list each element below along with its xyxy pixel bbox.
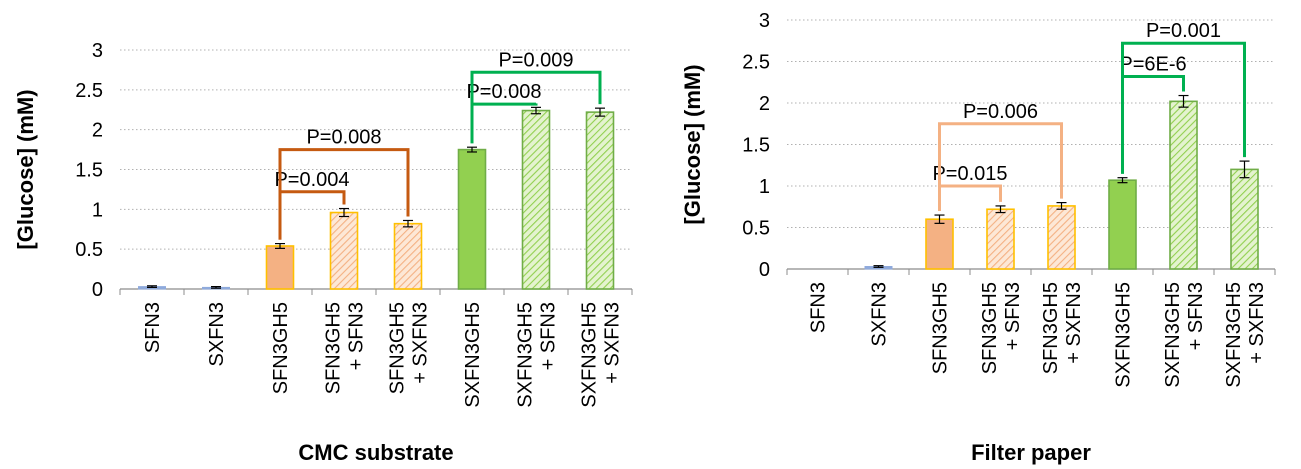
p-value-label: P=0.004: [274, 169, 349, 191]
x-tick-label: SXFN3GH5: [579, 302, 601, 408]
y-tick-label: 0.5: [742, 218, 770, 240]
y-axis-title: [Glucose] (mM): [680, 64, 705, 224]
y-tick-label: 2.5: [75, 80, 103, 102]
y-axis-title: [Glucose] (mM): [13, 89, 38, 249]
y-tick-label: 1: [759, 176, 770, 198]
bar: [925, 218, 954, 270]
x-tick-label: SFN3GH5: [979, 282, 1001, 374]
bar: [986, 208, 1015, 270]
x-tick-label: + SFN3: [1185, 282, 1207, 350]
significance-bracket: [1121, 41, 1246, 174]
p-value-label: P=0.001: [1146, 20, 1221, 42]
bar: [393, 222, 423, 290]
bar: [1047, 205, 1076, 270]
x-tick-label: SXFN3GH5: [515, 302, 537, 408]
p-value-label: P=0.008: [306, 127, 381, 149]
y-tick-label: 1.5: [75, 160, 103, 182]
p-value-label: P=0.015: [932, 163, 1007, 185]
bar: [457, 148, 487, 290]
x-tick-label: + SXFN3: [602, 302, 624, 384]
x-tick-label: SFN3: [142, 302, 164, 353]
y-tick-label: 3: [759, 10, 770, 32]
p-value-label: P=0.006: [963, 101, 1038, 123]
x-tick-label: + SXFN3: [1063, 282, 1085, 364]
x-tick-label: SXFN3GH5: [462, 302, 484, 408]
bar: [521, 109, 551, 290]
y-tick-label: 1: [92, 199, 103, 221]
x-tick-label: SXFN3GH5: [1113, 282, 1135, 388]
y-tick-label: 2: [759, 93, 770, 115]
p-value-label: P=0.008: [466, 81, 541, 103]
x-tick-label: SFN3GH5: [930, 282, 952, 374]
x-tick-label: + SFN3: [346, 302, 368, 370]
y-tick-label: 0: [759, 259, 770, 281]
x-axis-title: CMC substrate: [298, 440, 453, 465]
bar: [265, 245, 295, 290]
x-tick-label: SFN3GH5: [387, 302, 409, 394]
x-tick-label: SXFN3: [869, 282, 891, 346]
significance-bracket: [470, 70, 602, 144]
bar: [329, 211, 359, 290]
y-tick-label: 0: [92, 279, 103, 301]
x-tick-label: SXFN3GH5: [1223, 282, 1245, 388]
bar: [1169, 100, 1198, 270]
y-tick-label: 0.5: [75, 239, 103, 261]
x-tick-label: + SFN3: [538, 302, 560, 370]
x-tick-label: + SXFN3: [1246, 282, 1268, 364]
y-tick-label: 3: [92, 40, 103, 62]
x-tick-label: SXFN3GH5: [1162, 282, 1184, 388]
x-tick-label: SFN3GH5: [323, 302, 345, 394]
x-tick-label: SFN3GH5: [270, 302, 292, 394]
p-value-label: P=6E-6: [1119, 53, 1186, 75]
x-axis-title: Filter paper: [971, 440, 1091, 465]
p-value-label: P=0.009: [498, 49, 573, 71]
x-tick-label: + SFN3: [1002, 282, 1024, 350]
x-tick-label: SXFN3: [206, 302, 228, 366]
x-tick-label: + SXFN3: [410, 302, 432, 384]
significance-bracket: [278, 148, 410, 240]
y-tick-label: 2: [92, 120, 103, 142]
bar: [585, 111, 615, 290]
significance-bracket: [938, 122, 1063, 212]
significance-bracket: [938, 184, 1002, 212]
y-tick-label: 2.5: [742, 52, 770, 74]
bar: [1108, 179, 1137, 270]
y-tick-label: 1.5: [742, 135, 770, 157]
x-tick-label: SFN3GH5: [1040, 282, 1062, 374]
x-tick-label: SFN3: [808, 282, 830, 333]
bar: [1230, 168, 1259, 270]
